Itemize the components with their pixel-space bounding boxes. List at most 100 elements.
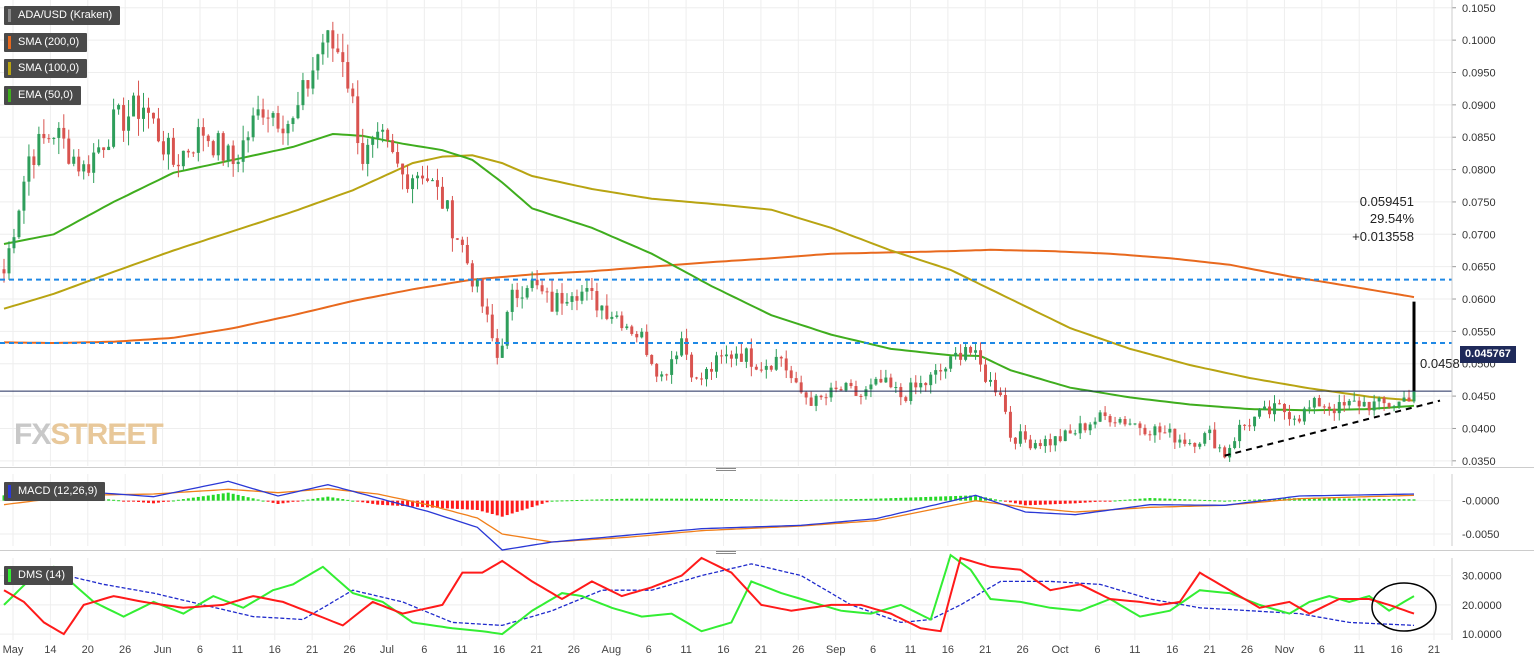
- candle-body: [455, 238, 459, 240]
- candle-body: [386, 129, 390, 141]
- candle-body: [974, 350, 978, 353]
- x-tick-label: 6: [421, 644, 427, 656]
- macd-histogram-bar: [974, 495, 978, 501]
- macd-histogram-bar: [176, 499, 180, 501]
- macd-line: [3, 480, 1415, 551]
- candle-body: [729, 354, 733, 359]
- macd-histogram-bar: [356, 500, 360, 502]
- macd-histogram-bar: [1213, 500, 1217, 502]
- macd-histogram-bar: [1258, 499, 1262, 501]
- macd-histogram-bar: [550, 500, 554, 502]
- macd-histogram-bar: [1208, 500, 1212, 502]
- candle-body: [371, 138, 375, 145]
- macd-histogram-bar: [191, 497, 195, 501]
- macd-histogram-bar: [919, 497, 923, 501]
- candle-body: [535, 279, 539, 286]
- macd-histogram-bar: [132, 500, 136, 502]
- macd-histogram-bar: [480, 500, 484, 512]
- macd-histogram-bar: [914, 497, 918, 501]
- candle-body: [1352, 400, 1356, 402]
- macd-histogram-bar: [1352, 498, 1356, 501]
- candle-body: [381, 129, 385, 132]
- macd-histogram-bar: [196, 496, 200, 501]
- macd-histogram-bar: [251, 498, 255, 501]
- candle-body: [1258, 409, 1262, 417]
- macd-histogram-bar: [1028, 500, 1032, 506]
- candle-body: [1113, 422, 1117, 424]
- macd-histogram-bar: [670, 498, 674, 501]
- candle-body: [351, 88, 355, 97]
- y-tick-label: 0.0750: [1462, 197, 1496, 209]
- candle-body: [251, 115, 255, 138]
- candle-body: [196, 127, 200, 153]
- candle-body: [1268, 406, 1272, 415]
- candle-body: [944, 368, 948, 372]
- candle-body: [700, 378, 704, 380]
- macd-histogram-bar: [1277, 498, 1281, 501]
- panel-grip: [716, 468, 736, 469]
- candle-body: [1153, 426, 1157, 436]
- macd-histogram-bar: [435, 500, 439, 508]
- macd-histogram-bar: [719, 498, 723, 501]
- macd-histogram-bar: [700, 498, 704, 501]
- x-tick-label: 26: [568, 644, 580, 656]
- x-tick-label: 6: [197, 644, 203, 656]
- candle-body: [640, 331, 644, 338]
- macd-histogram-bar: [306, 499, 310, 501]
- macd-histogram-bar: [1402, 499, 1406, 501]
- macd-histogram-bar: [535, 500, 539, 506]
- macd-histogram-bar: [1367, 498, 1371, 501]
- macd-histogram-bar: [889, 498, 893, 501]
- macd-histogram-bar: [600, 499, 604, 501]
- di-minus-line: [3, 556, 1415, 636]
- candle-body: [171, 137, 175, 165]
- macd-histogram-bar: [879, 498, 883, 501]
- candle-body: [714, 355, 718, 372]
- candle-body: [266, 117, 270, 119]
- candle-body: [490, 314, 494, 339]
- macd-histogram-bar: [829, 499, 833, 501]
- macd-histogram-bar: [1093, 500, 1097, 502]
- candle-body: [834, 387, 838, 390]
- candle-body: [1143, 427, 1147, 435]
- candle-body: [396, 152, 400, 164]
- candle-body: [201, 127, 205, 136]
- dms-y-tick-label: 20.0000: [1462, 600, 1502, 612]
- candle-body: [889, 377, 893, 388]
- candle-body: [97, 147, 101, 153]
- macd-histogram-bar: [734, 499, 738, 501]
- candle-body: [759, 369, 763, 371]
- y-tick-label: 0.1000: [1462, 35, 1496, 47]
- macd-histogram-bar: [1003, 500, 1007, 502]
- dms-y-tick-label: 30.0000: [1462, 571, 1502, 583]
- candle-body: [550, 291, 554, 312]
- macd-histogram-bar: [580, 499, 584, 501]
- candle-body: [620, 315, 624, 329]
- candle-body: [1038, 443, 1042, 447]
- candle-body: [7, 248, 11, 274]
- candle-body: [675, 355, 679, 360]
- candle-body: [181, 150, 185, 167]
- macd-y-tick-label: -0.0050: [1462, 529, 1499, 541]
- candle-body: [1168, 428, 1172, 433]
- sma100-line: [3, 154, 1415, 402]
- candle-body: [580, 291, 584, 301]
- macd-histogram-bar: [585, 499, 589, 501]
- macd-histogram-bar: [710, 498, 713, 501]
- candle-body: [276, 113, 280, 129]
- candle-body: [1228, 447, 1232, 458]
- macd-histogram-bar: [391, 500, 395, 506]
- macd-histogram-bar: [839, 499, 843, 501]
- candle-body: [12, 237, 16, 249]
- macd-histogram-bar: [221, 493, 225, 501]
- macd-histogram-bar: [161, 500, 165, 502]
- legend-ema50: EMA (50,0): [4, 86, 82, 105]
- candle-body: [1203, 433, 1207, 444]
- macd-histogram-bar: [954, 496, 958, 501]
- highlight-circle: [1371, 582, 1437, 632]
- candle-body: [221, 133, 225, 161]
- macd-histogram-bar: [1083, 500, 1087, 503]
- candle-body: [555, 292, 559, 312]
- macd-histogram-bar: [884, 498, 888, 501]
